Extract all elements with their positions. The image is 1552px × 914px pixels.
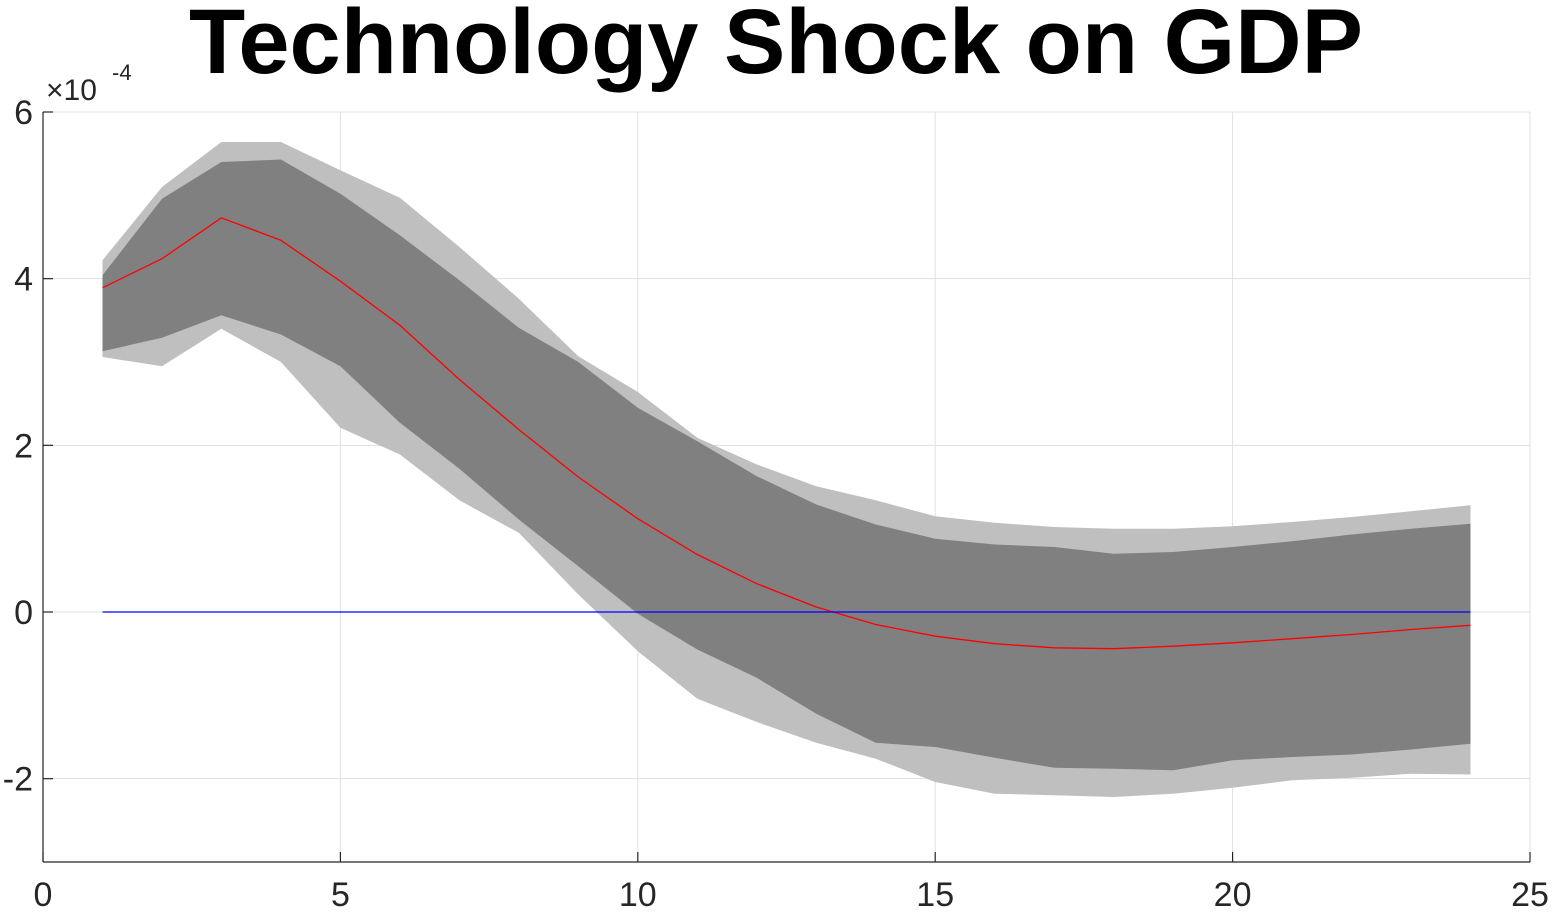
x-tick-label-20: 20 <box>1214 876 1252 914</box>
y-tick-label-6: 6 <box>14 94 33 132</box>
y-tick-label-0: 0 <box>14 594 33 632</box>
x-tick-label-0: 0 <box>34 876 53 914</box>
series-lines <box>102 217 1471 650</box>
chart-title: Technology Shock on GDP <box>189 0 1363 93</box>
x-tick-label-10: 10 <box>619 876 657 914</box>
x-tick-label-15: 15 <box>916 876 954 914</box>
tick-labels: 0 5 10 15 20 25 -2 0 2 4 6 <box>3 94 1549 914</box>
y-exponent-power: -4 <box>112 60 132 85</box>
axes <box>42 111 1531 863</box>
band-inner <box>102 159 1471 771</box>
y-tick-label-4: 4 <box>14 261 33 299</box>
y-tick-label-2: 2 <box>14 427 33 465</box>
y-tick-label--2: -2 <box>3 761 33 799</box>
series-line-0 <box>102 217 1471 650</box>
y-exponent-base: ×10 <box>46 74 97 107</box>
x-tick-label-5: 5 <box>331 876 350 914</box>
confidence-bands <box>102 142 1471 797</box>
x-tick-label-25: 25 <box>1511 876 1549 914</box>
